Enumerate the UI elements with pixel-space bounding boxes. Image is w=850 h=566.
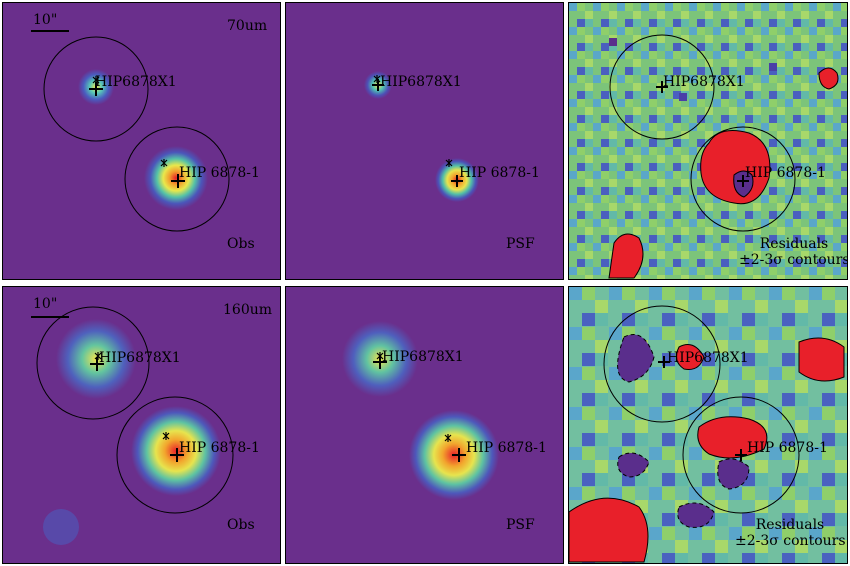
source-label: HIP 6878-1: [179, 440, 260, 456]
source-label: HIP6878X1: [382, 349, 464, 365]
panel-caption: Obs: [227, 517, 255, 533]
scale-bar: [31, 316, 69, 318]
image-70um-obs: [3, 3, 280, 279]
star-marker: [376, 352, 452, 442]
aperture-circle: [682, 396, 800, 514]
plus-marker: [658, 356, 747, 461]
aperture-circle: [116, 396, 234, 514]
aperture-circle: [124, 126, 230, 232]
source-label: HIP 6878-1: [745, 165, 826, 181]
source-blob: [144, 146, 208, 210]
source-label: HIP 6878-1: [747, 440, 828, 456]
source-label: HIP6878X1: [95, 74, 177, 90]
source-label: HIP6878X1: [99, 350, 181, 366]
plus-marker: [373, 355, 466, 462]
panel-caption: Residuals: [755, 517, 825, 533]
image-70um-residuals: [569, 3, 847, 279]
band-label: 70um: [227, 18, 268, 34]
star-marker: [373, 75, 453, 167]
aperture-circle: [609, 34, 715, 140]
scale-label: 10": [33, 296, 58, 312]
image-160um-psf: [286, 287, 563, 563]
panel-160um-obs: 10" 160um HIP6878X1 HIP 6878-1 Obs: [2, 286, 281, 564]
residual-hotspot: [569, 497, 649, 563]
source-label: HIP6878X1: [667, 350, 749, 366]
panel-caption: ±2-3σ contours: [735, 533, 846, 549]
aperture-circle: [43, 36, 149, 142]
source-label: HIP6878X1: [380, 74, 462, 90]
image-70um-psf: [286, 3, 563, 279]
panel-70um-obs: 10" 70um HIP6878X1 HIP 6878-1 Obs: [2, 2, 281, 280]
scale-bar: [31, 30, 69, 32]
scale-label: 10": [33, 12, 58, 28]
source-label: HIP 6878-1: [466, 440, 547, 456]
aperture-circle: [603, 305, 721, 423]
band-label: 160um: [223, 302, 273, 318]
panel-160um-psf: HIP6878X1 HIP 6878-1 PSF: [285, 286, 564, 564]
panel-caption: ±2-3σ contours: [739, 252, 848, 268]
panel-caption: PSF: [506, 236, 535, 252]
aperture-circle: [690, 126, 796, 232]
panel-caption: Residuals: [759, 236, 829, 252]
aperture-circle: [36, 306, 150, 420]
source-label: HIP 6878-1: [179, 165, 260, 181]
residual-hotspot: [697, 416, 768, 459]
image-160um-obs: [3, 287, 280, 563]
residual-hotspot: [818, 67, 839, 90]
residual-hotspot: [608, 233, 644, 279]
plus-marker: [90, 357, 184, 462]
plus-marker: [372, 79, 463, 187]
plus-marker: [656, 81, 749, 187]
source-label: HIP 6878-1: [459, 165, 540, 181]
source-label: HIP6878X1: [663, 74, 745, 90]
panel-caption: Obs: [227, 236, 255, 252]
panel-70um-psf: HIP6878X1 HIP 6878-1 PSF: [285, 2, 564, 280]
panel-70um-residuals: HIP6878X1 HIP 6878-1 Residuals ±2-3σ con…: [568, 2, 848, 280]
star-marker: [94, 352, 170, 440]
star-marker: [92, 76, 168, 167]
panel-caption: PSF: [506, 517, 535, 533]
panel-160um-residuals: HIP6878X1 HIP 6878-1 Residuals ±2-3σ con…: [568, 286, 848, 564]
plus-marker: [89, 82, 185, 188]
image-160um-residuals: [569, 287, 847, 563]
